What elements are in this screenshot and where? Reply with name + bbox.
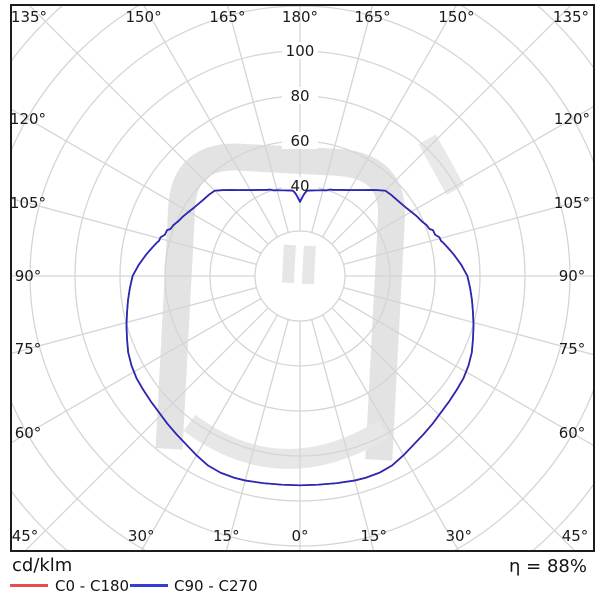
radial-tick-label: 80	[290, 87, 309, 105]
angle-tick-label: 165°	[355, 8, 391, 26]
curve-c90-c270	[125, 188, 475, 487]
radial-tick-label: 100	[286, 42, 315, 60]
legend: C0 - C180 C90 - C270	[10, 577, 590, 595]
angle-tick-label: 90°	[15, 267, 42, 285]
radial-tick-label: 60	[290, 132, 309, 150]
angle-tick-label: 45°	[12, 527, 39, 545]
watermark-logo	[155, 134, 465, 469]
legend-line-c90-c270	[130, 584, 168, 587]
angle-tick-label: 30°	[128, 527, 155, 545]
angle-tick-label: 165°	[209, 8, 245, 26]
angle-tick-label: 75°	[15, 340, 42, 358]
angle-tick-label: 60°	[15, 424, 42, 442]
angle-tick-label: 120°	[10, 110, 46, 128]
angle-tick-label: 105°	[554, 194, 590, 212]
radial-tick-chip	[282, 42, 318, 59]
angle-tick-label: 30°	[445, 527, 472, 545]
radial-tick-chip	[282, 132, 318, 149]
legend-line-c0-c180	[10, 584, 48, 587]
angle-tick-label: 150°	[438, 8, 474, 26]
angle-tick-label: 15°	[360, 527, 387, 545]
legend-label-c0-c180: C0 - C180	[55, 577, 130, 595]
angle-tick-label: 105°	[10, 194, 46, 212]
angle-tick-label: 45°	[562, 527, 589, 545]
unit-label: cd/klm	[12, 555, 73, 576]
plot-border	[10, 4, 595, 552]
legend-label-c90-c270: C90 - C270	[174, 577, 258, 595]
efficiency-label: η = 88%	[509, 556, 587, 577]
angle-tick-label: 180°	[282, 8, 318, 26]
angle-tick-label: 90°	[559, 267, 586, 285]
angle-tick-label: 135°	[553, 8, 589, 26]
angle-tick-label: 15°	[213, 527, 240, 545]
angle-tick-label: 0°	[291, 527, 308, 545]
radial-tick-chip	[282, 87, 318, 104]
angle-tick-label: 120°	[554, 110, 590, 128]
angle-tick-label: 60°	[559, 424, 586, 442]
angle-tick-label: 150°	[125, 8, 161, 26]
radial-tick-label: 40	[290, 177, 309, 195]
angle-tick-label: 75°	[559, 340, 586, 358]
angle-tick-label: 135°	[11, 8, 47, 26]
